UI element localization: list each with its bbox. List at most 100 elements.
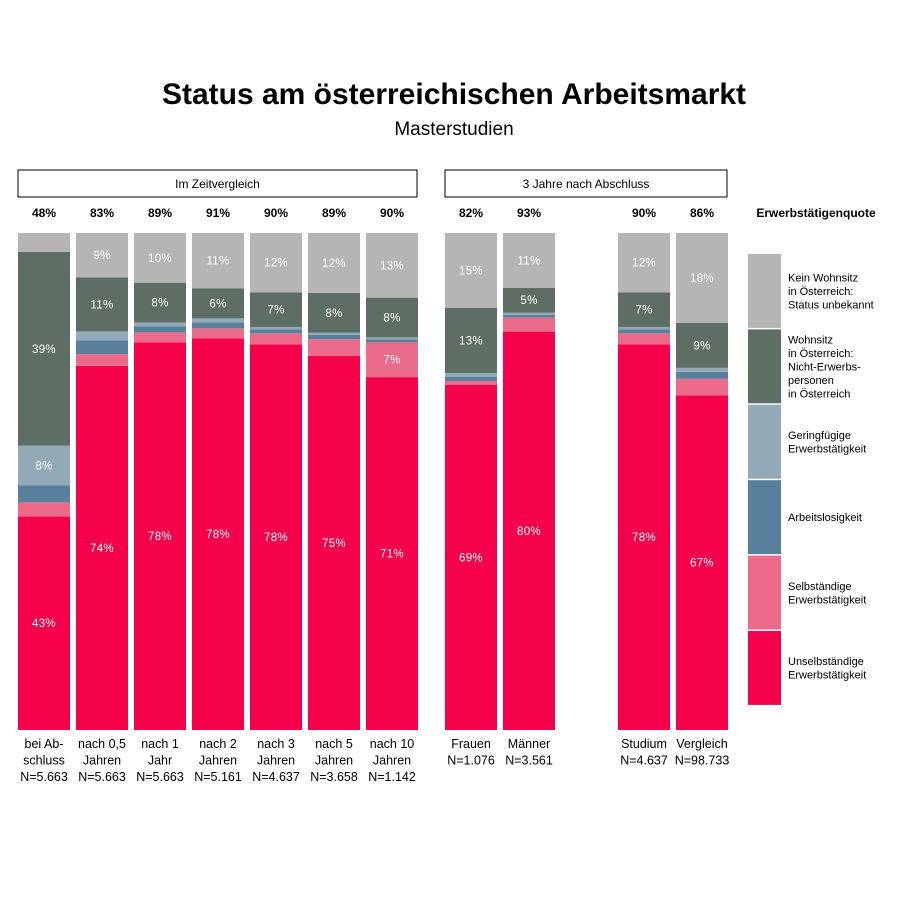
quote-value: 90% bbox=[632, 206, 656, 220]
bar-segment-selbst bbox=[76, 354, 128, 366]
bar-segment-arbeitslos bbox=[445, 377, 497, 381]
group-header-label: 3 Jahre nach Abschluss bbox=[523, 177, 650, 191]
bar-segment-arbeitslos bbox=[366, 339, 418, 343]
quote-value: 86% bbox=[690, 206, 714, 220]
bar-segment-nichterw bbox=[366, 297, 418, 338]
category-label: nach 3 bbox=[257, 737, 295, 751]
bar-segment-arbeitslos bbox=[503, 314, 555, 318]
bar-segment-unbekannt bbox=[618, 233, 670, 293]
data-label: 69% bbox=[459, 553, 483, 565]
data-label: 78% bbox=[632, 532, 656, 544]
n-label: N=4.637 bbox=[252, 770, 300, 784]
bar-segment-gering bbox=[366, 337, 418, 340]
data-label: 11% bbox=[90, 299, 113, 311]
bar-segment-unselbst bbox=[308, 355, 360, 730]
category-label: Jahren bbox=[257, 754, 295, 768]
data-label: 8% bbox=[151, 298, 168, 310]
data-label: 10% bbox=[148, 253, 172, 265]
legend-label: Nicht-Erwerbs- bbox=[788, 361, 861, 373]
n-label: N=4.637 bbox=[620, 754, 668, 768]
data-label: 9% bbox=[93, 250, 110, 262]
legend-label: Erwerbstätigkeit bbox=[788, 670, 866, 682]
bar-stack: 78% 8% 10% 89% nach 1 Jahr N=5.663 bbox=[134, 206, 186, 784]
bar-segment-unselbst bbox=[676, 395, 728, 730]
bar-stack: 78% 7% 12% 90% nach 3 Jahren N=4.637 bbox=[250, 206, 302, 784]
bar-segment-unbekannt bbox=[445, 233, 497, 308]
bar-segment-nichterw bbox=[134, 282, 186, 323]
category-label: Studium bbox=[621, 737, 667, 751]
bar-segment-unselbst bbox=[250, 344, 302, 730]
data-label: 67% bbox=[690, 558, 714, 570]
legend-swatch bbox=[748, 631, 781, 705]
data-label: 43% bbox=[32, 618, 56, 630]
legend-label: in Österreich: bbox=[788, 286, 853, 298]
bar-stack: 67% 9% 18% 86% Vergleich N=98.733 bbox=[675, 206, 730, 768]
data-label: 8% bbox=[35, 461, 52, 473]
bar-segment-gering bbox=[76, 331, 128, 341]
chart-subtitle: Masterstudien bbox=[394, 119, 513, 140]
data-label: 11% bbox=[517, 255, 540, 267]
category-label: Jahren bbox=[315, 754, 353, 768]
bar-segment-unselbst bbox=[618, 344, 670, 730]
n-label: N=3.658 bbox=[310, 770, 358, 784]
legend-label: Kein Wohnsitz bbox=[788, 272, 858, 284]
category-label: Jahren bbox=[199, 754, 237, 768]
legend-swatch bbox=[748, 555, 781, 630]
data-label: 11% bbox=[206, 256, 229, 268]
bar-segment-unselbst bbox=[192, 338, 244, 730]
bar-segment-nichterw bbox=[308, 292, 360, 333]
group-header-abschluss: 3 Jahre nach Abschluss bbox=[444, 169, 728, 198]
legend-swatch bbox=[748, 254, 781, 328]
quote-value: 91% bbox=[206, 206, 230, 220]
bar-segment-unselbst bbox=[76, 365, 128, 730]
n-label: N=5.663 bbox=[78, 770, 126, 784]
bar-segment-gering bbox=[18, 445, 70, 486]
quote-value: 48% bbox=[32, 206, 56, 220]
data-label: 7% bbox=[267, 305, 284, 317]
n-label: N=5.663 bbox=[136, 770, 184, 784]
data-label: 7% bbox=[635, 305, 652, 317]
bar-segment-gering bbox=[676, 367, 728, 372]
legend-swatch bbox=[748, 480, 781, 555]
bar-segment-selbst bbox=[676, 378, 728, 396]
data-label: 12% bbox=[264, 258, 288, 270]
legend-label: Erwerbstätigkeit bbox=[788, 444, 866, 456]
bar-segment-unselbst bbox=[445, 385, 497, 730]
legend-item-arbeitslos: Arbeitslosigkeit bbox=[748, 480, 862, 555]
data-label: 12% bbox=[322, 258, 346, 270]
legend-item-gering: Geringfügige Erwerbstätigkeit bbox=[748, 404, 866, 479]
group-header-box bbox=[17, 169, 418, 198]
quote-value: 93% bbox=[517, 206, 541, 220]
bar-segment-nichterw bbox=[445, 308, 497, 373]
bar-segment-nichterw bbox=[676, 322, 728, 368]
bar-segment-nichterw bbox=[618, 292, 670, 327]
bar-segment-arbeitslos bbox=[250, 329, 302, 334]
category-label: Jahren bbox=[373, 754, 411, 768]
category-label: Frauen bbox=[451, 737, 491, 751]
bar-stack: 78% 6% 11% 91% nach 2 Jahren N=5.161 bbox=[192, 206, 244, 784]
data-label: 13% bbox=[380, 260, 404, 272]
category-label: Männer bbox=[508, 737, 550, 751]
bar-segment-arbeitslos bbox=[134, 326, 186, 333]
bar-segment-unselbst bbox=[503, 331, 555, 730]
data-label: 78% bbox=[148, 531, 172, 543]
data-label: 5% bbox=[520, 295, 537, 307]
bar-segment-unbekannt bbox=[366, 233, 418, 298]
legend-swatch bbox=[748, 329, 781, 404]
bar-segment-unbekannt bbox=[250, 233, 302, 293]
bar-segment-unselbst bbox=[366, 377, 418, 730]
bar-segment-unbekannt bbox=[134, 233, 186, 283]
n-label: N=5.161 bbox=[194, 770, 242, 784]
bar-segment-nichterw bbox=[76, 277, 128, 332]
legend-item-unselbst: Unselbständige Erwerbstätigkeit bbox=[748, 631, 866, 705]
quote-value: 89% bbox=[322, 206, 346, 220]
legend-label: Status unbekannt bbox=[788, 299, 874, 311]
bar-segment-unbekannt bbox=[308, 233, 360, 293]
category-label: Jahren bbox=[83, 754, 121, 768]
legend-item-nichterw: Wohnsitz in Österreich:Nicht-Erwerbs-pers… bbox=[748, 329, 861, 404]
legend-label: Erwerbstätigkeit bbox=[788, 594, 866, 606]
bar-segment-unbekannt bbox=[192, 233, 244, 289]
data-label: 78% bbox=[264, 532, 288, 544]
